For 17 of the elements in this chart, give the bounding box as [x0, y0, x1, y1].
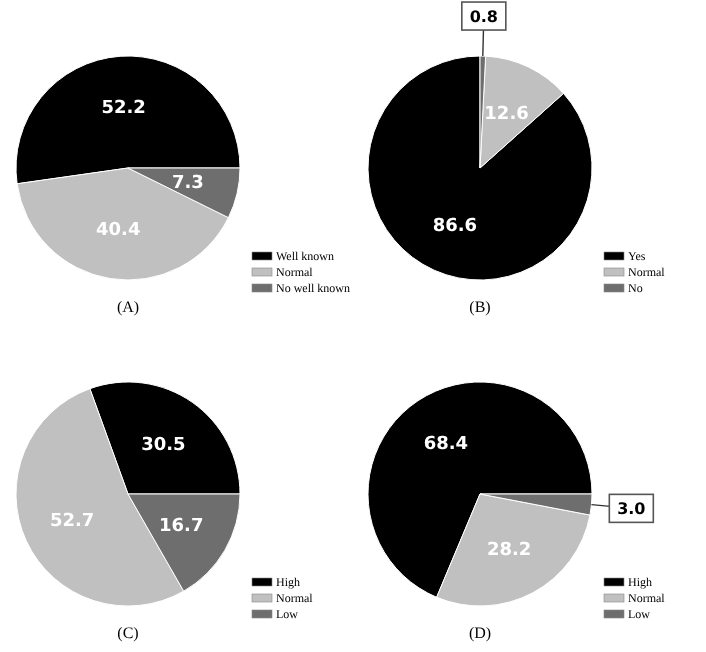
data-label: 16.7	[159, 517, 204, 538]
data-label: 28.2	[486, 540, 532, 561]
data-label: 30.5	[141, 435, 186, 456]
pie-slice	[367, 55, 593, 281]
text: (C)	[117, 624, 140, 642]
text: (A)	[116, 298, 140, 316]
text: (D)	[468, 624, 492, 642]
data-label: 7.3	[172, 174, 204, 195]
data-label: 0.8	[469, 7, 499, 26]
data-label: 52.7	[49, 512, 95, 533]
data-label: 86.6	[432, 216, 478, 237]
data-label: 40.4	[96, 221, 141, 242]
data-label: 12.6	[484, 104, 529, 125]
text: (B)	[469, 298, 492, 316]
data-label: 68.4	[423, 435, 469, 455]
data-label: 3.0	[617, 499, 647, 518]
data-label: 52.2	[101, 98, 146, 119]
